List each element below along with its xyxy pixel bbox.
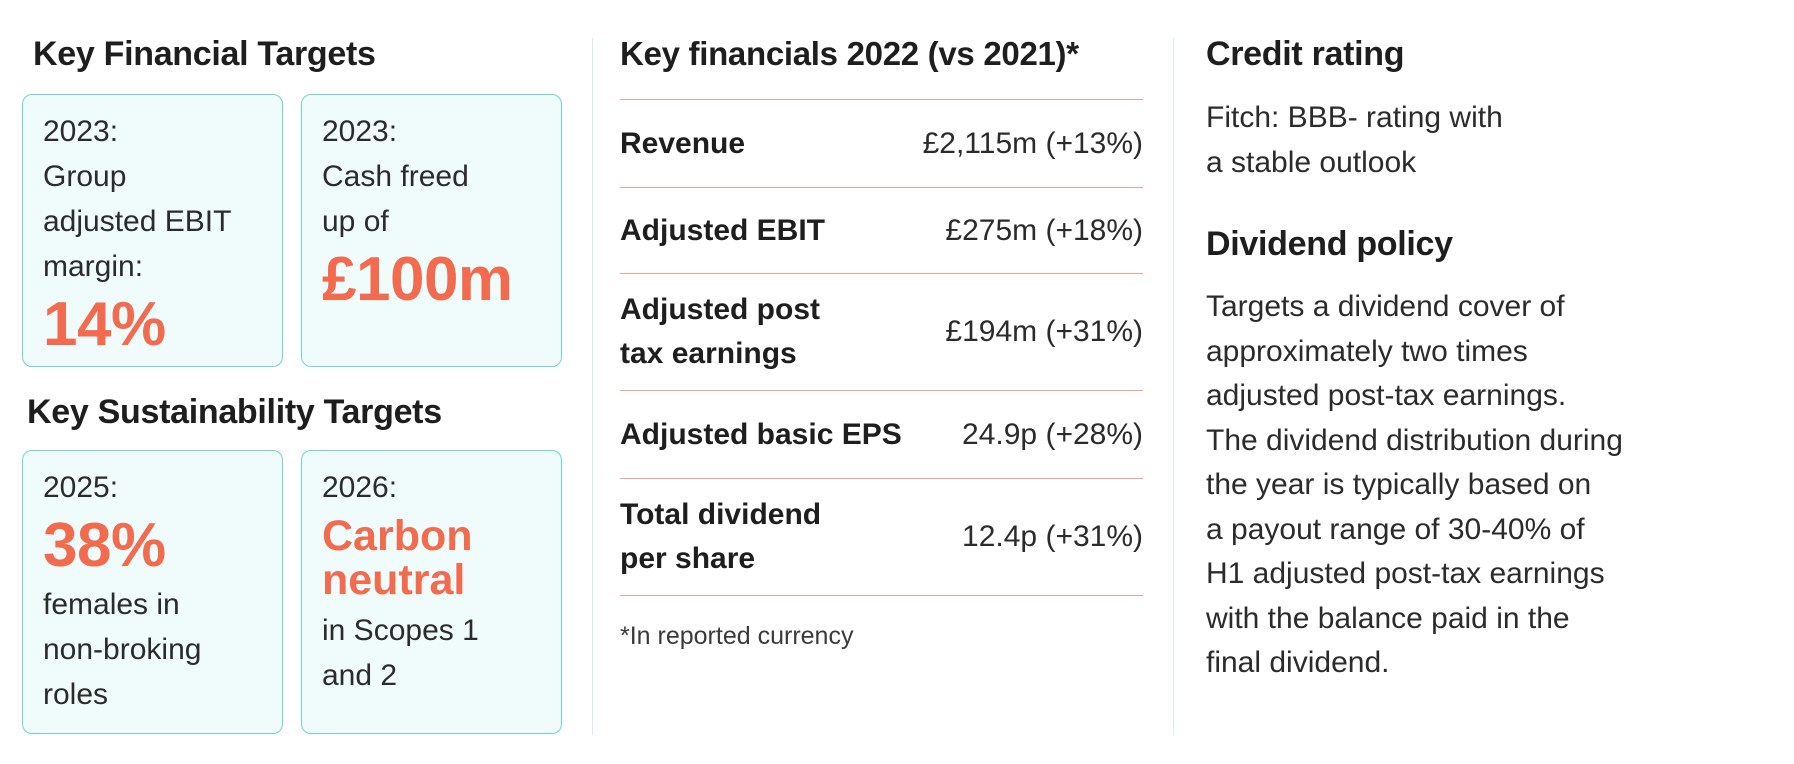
row-label: Adjusted basic EPS (620, 413, 902, 457)
females-percentage-value: 38% (43, 511, 166, 580)
adjusted-eps-label: Adjusted basic EPS (620, 417, 902, 451)
dividend-policy-text: Targets a dividend cover of approximatel… (1206, 285, 1623, 686)
ebit-card-line: Group (43, 160, 127, 193)
carbon-neutral-target-card: 2026: Carbon neutral in Scopes 1 and 2 (301, 450, 562, 734)
dividend-policy-line: the year is typically based on (1206, 468, 1592, 501)
dividend-policy-line: The dividend distribution during (1206, 423, 1623, 457)
table-row: Adjusted post tax earnings £194m (+31%) (620, 274, 1143, 391)
carbon-card-line: in Scopes 1 (322, 614, 479, 647)
dividend-policy-line: a payout range of 30-40% of (1206, 512, 1585, 546)
cash-freed-target-card: 2023: Cash freed up of £100m (301, 94, 562, 367)
ebit-card-line: margin: (43, 250, 144, 283)
ebit-margin-target-card: 2023: Group adjusted EBIT margin: 14% (22, 94, 283, 367)
adjusted-ebit-value: £275m (+18%) (945, 213, 1143, 247)
revenue-value: £2,115m (+13%) (922, 126, 1143, 160)
total-dividend-label: Total dividend (620, 498, 822, 531)
cash-freed-value: £100m (322, 245, 513, 314)
credit-rating-line: a stable outlook (1206, 145, 1417, 179)
dividend-policy-line: approximately two times (1206, 334, 1528, 368)
credit-rating-line: Fitch: BBB- rating with (1206, 101, 1503, 134)
ebit-card-line: adjusted EBIT (43, 205, 232, 238)
key-financial-targets-title: Key Financial Targets (33, 35, 376, 73)
row-label: Total dividend per share (620, 493, 821, 581)
revenue-label: Revenue (620, 126, 746, 160)
cash-card-line: up of (322, 205, 389, 238)
dividend-policy-line: final dividend. (1206, 646, 1390, 679)
ebit-margin-value: 14% (43, 290, 166, 359)
credit-rating-title: Credit rating (1206, 35, 1405, 73)
column-divider (592, 38, 593, 735)
cash-card-line: 2023: (322, 115, 398, 148)
total-dividend-value: 12.4p (+31%) (962, 520, 1143, 553)
adjusted-post-tax-label: tax earnings (620, 337, 797, 370)
females-card-line: roles (43, 678, 109, 711)
table-row: Total dividend per share 12.4p (+31%) (620, 479, 1143, 596)
row-label: Adjusted EBIT (620, 209, 825, 253)
dividend-policy-line: with the balance paid in the (1206, 601, 1570, 635)
total-dividend-label: per share (620, 542, 756, 575)
adjusted-ebit-label: Adjusted EBIT (620, 213, 826, 247)
adjusted-post-tax-value: £194m (+31%) (945, 315, 1143, 348)
carbon-card-year: 2026: (322, 471, 398, 504)
column-divider (1173, 38, 1174, 735)
row-label: Adjusted post tax earnings (620, 288, 820, 376)
carbon-neutral-highlight: neutral (322, 556, 466, 604)
dividend-policy-title: Dividend policy (1206, 225, 1453, 263)
females-card-year: 2025: (43, 471, 119, 504)
dividend-policy-line: Targets a dividend cover of (1206, 290, 1565, 323)
key-sustainability-targets-title: Key Sustainability Targets (27, 393, 442, 431)
adjusted-post-tax-label: Adjusted post (620, 293, 820, 326)
carbon-neutral-highlight: Carbon (322, 512, 473, 560)
currency-footnote: *In reported currency (620, 622, 854, 650)
row-label: Revenue (620, 122, 745, 166)
key-financials-title: Key financials 2022 (vs 2021)* (620, 35, 1079, 72)
females-target-card: 2025: 38% females in non-broking roles (22, 450, 283, 734)
dividend-policy-line: H1 adjusted post-tax earnings (1206, 557, 1605, 590)
table-row: Adjusted EBIT £275m (+18%) (620, 188, 1143, 274)
adjusted-eps-value: 24.9p (+28%) (962, 417, 1143, 451)
females-card-line: females in (43, 588, 180, 621)
credit-rating-text: Fitch: BBB- rating with a stable outlook (1206, 96, 1503, 185)
carbon-card-line: and 2 (322, 659, 398, 692)
dividend-policy-line: adjusted post-tax earnings. (1206, 379, 1567, 412)
table-row: Revenue £2,115m (+13%) (620, 100, 1143, 188)
ebit-card-line: 2023: (43, 115, 119, 148)
key-financials-table: Revenue £2,115m (+13%) Adjusted EBIT £27… (620, 99, 1143, 596)
females-card-line: non-broking (43, 633, 202, 666)
cash-card-line: Cash freed (322, 160, 469, 193)
table-row: Adjusted basic EPS 24.9p (+28%) (620, 391, 1143, 479)
